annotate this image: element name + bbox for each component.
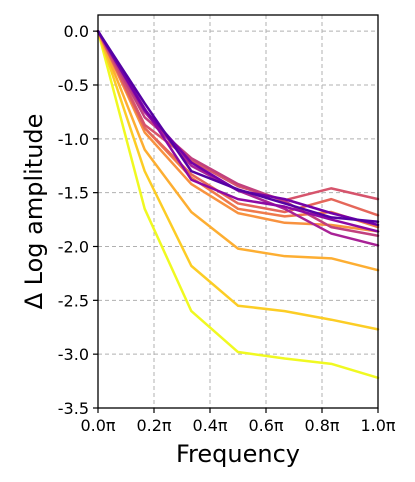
series-line-3 [96, 29, 380, 272]
grid [97, 15, 379, 409]
x-axis-label: Frequency [176, 440, 300, 468]
y-tick-label: -1.5 [58, 184, 89, 203]
x-tick-label: 1.0π [360, 416, 395, 435]
y-tick-label: -2.5 [58, 291, 89, 310]
series-line-7 [96, 29, 380, 202]
plot-frame [97, 14, 379, 409]
series-lines [96, 29, 380, 380]
series-line-4 [96, 29, 380, 233]
y-tick-label: -3.0 [58, 345, 89, 364]
y-axis-label: Δ Log amplitude [20, 114, 48, 310]
series-line-2 [96, 29, 380, 331]
series-line-12 [96, 29, 380, 223]
series-line-8 [96, 29, 380, 237]
y-tick-label: -2.0 [58, 237, 89, 256]
series-line-6 [96, 29, 380, 217]
x-tick-label: 0.8π [304, 416, 339, 435]
x-tick-label: 0.6π [248, 416, 283, 435]
x-axis-ticks: 0.0π 0.2π 0.4π 0.6π 0.8π 1.0π [80, 408, 396, 435]
y-tick-label: -3.5 [58, 399, 89, 418]
y-tick-label: 0.0 [64, 22, 89, 41]
series-line-5 [96, 29, 380, 229]
y-tick-label: -0.5 [58, 76, 89, 95]
y-axis-ticks: 0.0 -0.5 -1.0 -1.5 -2.0 -2.5 -3.0 -3.5 [58, 22, 98, 418]
x-tick-label: 0.4π [192, 416, 227, 435]
y-tick-label: -1.0 [58, 130, 89, 149]
x-tick-label: 0.0π [80, 416, 115, 435]
x-tick-label: 0.2π [136, 416, 171, 435]
series-line-1 [96, 29, 380, 380]
